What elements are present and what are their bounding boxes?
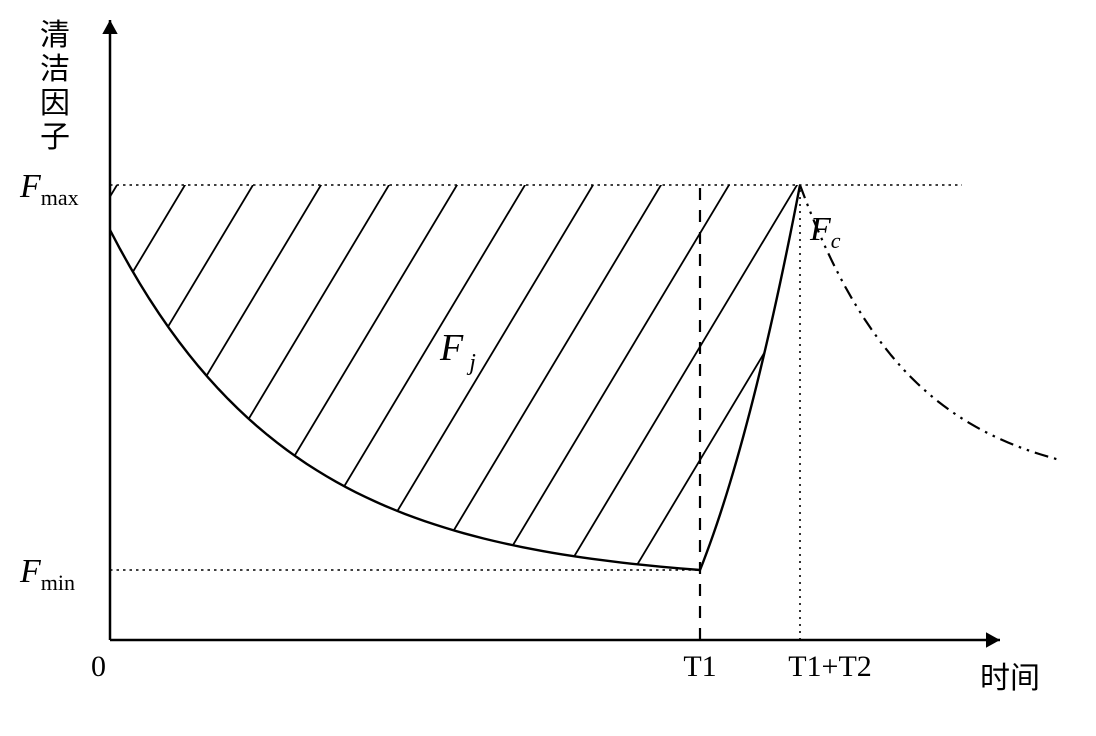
fmin-label: Fmin <box>19 553 75 595</box>
fmax-label: Fmax <box>19 168 79 210</box>
fj-label: Fj <box>439 327 476 376</box>
post-curve <box>800 185 1060 460</box>
fc-label: Fc <box>809 211 841 253</box>
hatch-region <box>0 0 1096 736</box>
decay-curve <box>110 230 700 570</box>
y-axis-arrow <box>102 20 117 34</box>
y-axis-title: 清洁因子 <box>40 19 70 154</box>
t1t2-label: T1+T2 <box>788 650 872 683</box>
origin-label: 0 <box>91 650 106 683</box>
x-axis-arrow <box>986 632 1000 647</box>
t1-label: T1 <box>683 650 716 683</box>
x-axis-title: 时间 <box>980 662 1040 695</box>
